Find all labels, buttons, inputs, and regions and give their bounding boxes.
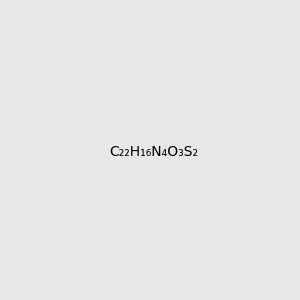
Text: C₂₂H₁₆N₄O₃S₂: C₂₂H₁₆N₄O₃S₂ <box>109 145 198 158</box>
